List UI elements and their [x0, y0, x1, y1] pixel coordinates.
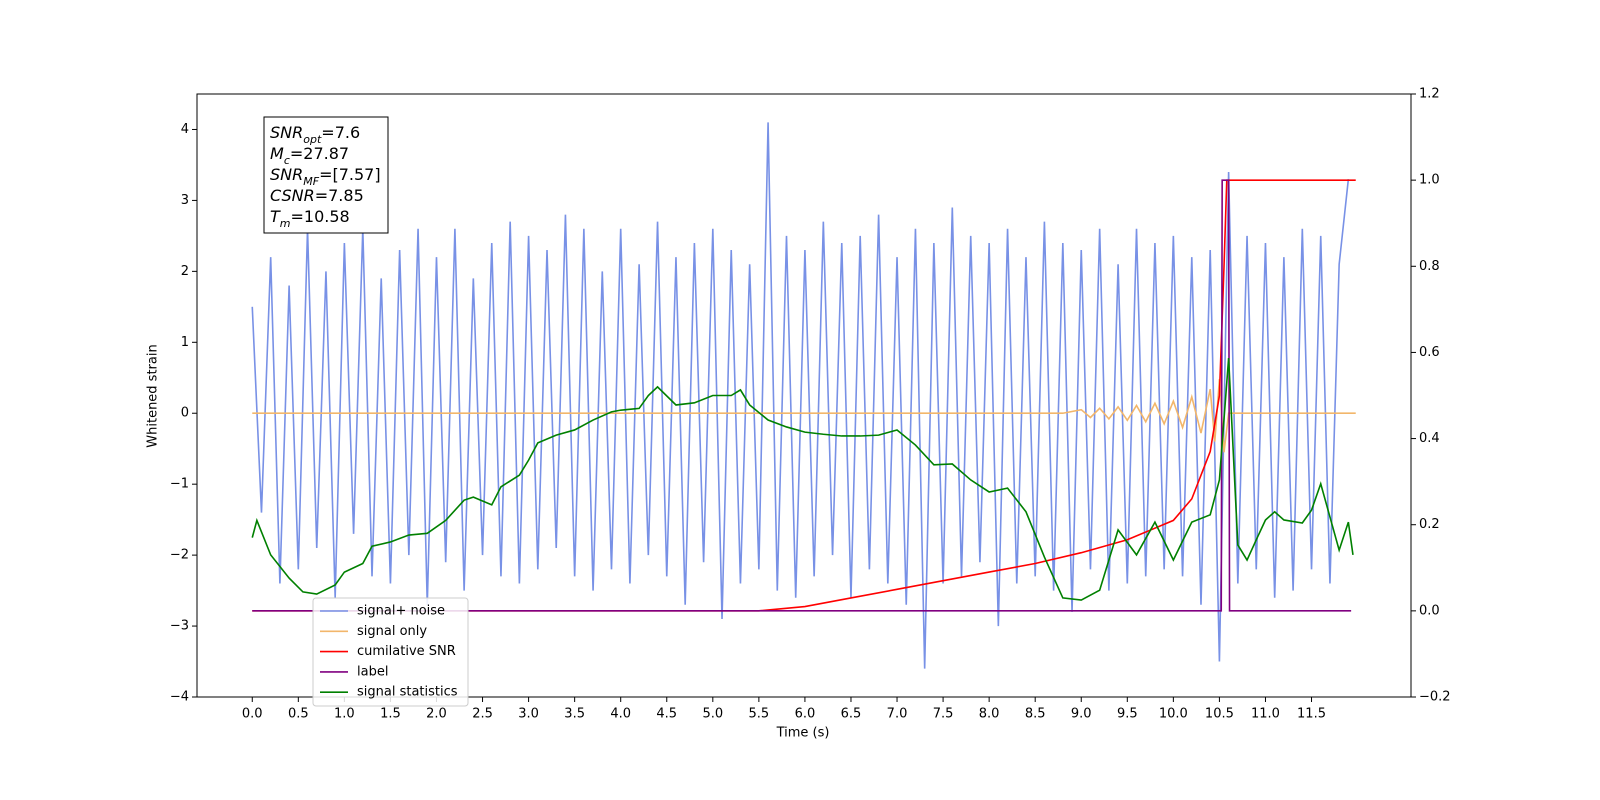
legend-label: signal statistics — [357, 685, 458, 700]
annotation-sub: m — [280, 217, 291, 230]
y2-tick-label: 0.2 — [1419, 517, 1440, 532]
annotation: SNRopt=7.6 — [270, 123, 360, 146]
y-tick-label: −1 — [170, 477, 189, 492]
y2-tick-label: 0.8 — [1419, 259, 1440, 274]
x-tick-label: 7.0 — [887, 707, 908, 722]
x-tick-label: 1.5 — [380, 707, 401, 722]
y-axis-label: Whitened strain — [146, 344, 161, 447]
annotation-sub: opt — [303, 133, 322, 146]
annotation-text: =[7.57] — [319, 165, 381, 184]
annotation: CSNR=7.85 — [270, 186, 364, 205]
y-tick-label: 4 — [181, 122, 189, 137]
annotation-name: CSNR — [270, 186, 315, 205]
y2-tick-label: 1.0 — [1419, 173, 1440, 188]
x-tick-label: 0.5 — [288, 707, 309, 722]
series-line — [251, 122, 1350, 669]
annotation-name: M — [270, 144, 284, 163]
series-line — [251, 357, 1354, 601]
plot-frame — [196, 93, 1412, 698]
series-line — [252, 379, 1356, 453]
annotation-name: SNR — [270, 165, 303, 184]
annotation: Mc=27.87 — [270, 144, 349, 167]
x-tick-label: 4.5 — [656, 707, 677, 722]
y-tick-label: 1 — [181, 335, 189, 350]
x-tick-label: 7.5 — [933, 707, 954, 722]
x-tick-label: 1.0 — [334, 707, 355, 722]
x-tick-label: 5.0 — [702, 707, 723, 722]
x-tick-label: 3.5 — [564, 707, 585, 722]
annotation-name: SNR — [270, 123, 303, 142]
x-tick-label: 8.5 — [1025, 707, 1046, 722]
annotation: Tm=10.58 — [270, 207, 350, 230]
x-tick-label: 11.5 — [1297, 707, 1326, 722]
x-axis-label: Time (s) — [776, 726, 830, 741]
y-tick-label: −3 — [170, 619, 189, 634]
annotation-text: =7.85 — [315, 186, 364, 205]
series-line — [252, 179, 1356, 612]
annotation-text: =7.6 — [321, 123, 360, 142]
y-tick-label: 2 — [181, 264, 189, 279]
y-tick-label: −4 — [170, 690, 189, 705]
y2-tick-label: 0.4 — [1419, 431, 1440, 446]
annotation-name: T — [270, 207, 281, 226]
x-tick-label: 0.0 — [242, 707, 263, 722]
x-tick-label: 2.5 — [472, 707, 493, 722]
legend-label: signal only — [357, 624, 427, 639]
y2-tick-label: 0.6 — [1419, 345, 1440, 360]
series-line — [252, 179, 1352, 612]
annotation: SNRMF=[7.57] — [270, 165, 381, 188]
legend-label: cumilative SNR — [357, 644, 456, 659]
y-tick-label: 3 — [181, 193, 189, 208]
legend-label: label — [357, 664, 388, 679]
annotation-box — [263, 116, 389, 234]
x-tick-label: 6.0 — [795, 707, 816, 722]
y-tick-label: −2 — [170, 548, 189, 563]
annotation-sub: c — [284, 154, 290, 167]
annotation-text: =10.58 — [291, 207, 350, 226]
x-tick-label: 2.0 — [426, 707, 447, 722]
y2-tick-label: 0.0 — [1419, 603, 1440, 618]
x-tick-label: 3.0 — [518, 707, 539, 722]
x-tick-label: 11.0 — [1251, 707, 1280, 722]
legend-box — [312, 597, 469, 707]
x-tick-label: 10.5 — [1205, 707, 1234, 722]
annotation-text: =27.87 — [290, 144, 349, 163]
x-tick-label: 6.5 — [841, 707, 862, 722]
x-tick-label: 8.0 — [979, 707, 1000, 722]
y2-tick-label: 1.2 — [1419, 87, 1440, 102]
y-tick-label: 0 — [181, 406, 189, 421]
x-tick-label: 9.5 — [1117, 707, 1138, 722]
x-tick-label: 10.0 — [1159, 707, 1188, 722]
x-tick-label: 9.0 — [1071, 707, 1092, 722]
x-tick-label: 5.5 — [749, 707, 770, 722]
y2-tick-label: −0.2 — [1419, 690, 1451, 705]
legend-label: signal+ noise — [357, 604, 445, 619]
annotation-sub: MF — [303, 175, 319, 188]
x-tick-label: 4.0 — [610, 707, 631, 722]
